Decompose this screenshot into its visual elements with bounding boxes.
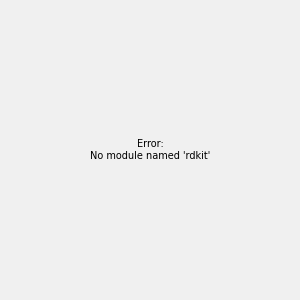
Text: Error:
No module named 'rdkit': Error: No module named 'rdkit' (90, 139, 210, 161)
